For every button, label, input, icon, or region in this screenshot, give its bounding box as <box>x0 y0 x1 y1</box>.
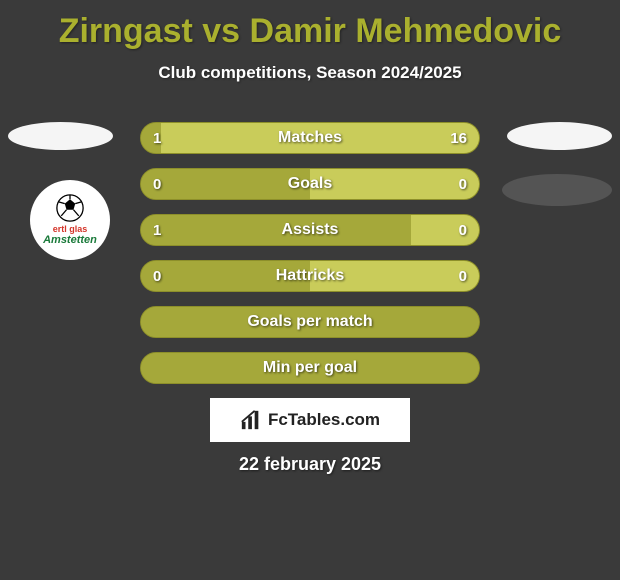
bar-row: Hattricks0 0 <box>140 260 480 292</box>
bar-row: Goals0 0 <box>140 168 480 200</box>
player-right-badge <box>507 122 612 150</box>
bar-value-right: 0 <box>447 169 479 199</box>
player-right-badge-secondary <box>502 174 612 206</box>
bar-row: Matches1 16 <box>140 122 480 154</box>
page-title: Zirngast vs Damir Mehmedovic <box>0 0 620 51</box>
bar-row: Goals per match <box>140 306 480 338</box>
bars-icon <box>240 409 262 431</box>
bar-label: Min per goal <box>141 353 479 383</box>
date-text: 22 february 2025 <box>0 454 620 475</box>
brand-text: FcTables.com <box>268 410 380 430</box>
bar-label: Goals <box>141 169 479 199</box>
bar-label: Goals per match <box>141 307 479 337</box>
bar-row: Assists1 0 <box>140 214 480 246</box>
soccer-ball-icon <box>56 194 84 222</box>
bar-row: Min per goal <box>140 352 480 384</box>
bar-value-left: 1 <box>141 123 173 153</box>
bar-value-left: 0 <box>141 261 173 291</box>
bar-value-left: 1 <box>141 215 173 245</box>
bar-label: Matches <box>141 123 479 153</box>
bar-value-right: 0 <box>447 261 479 291</box>
bar-value-right: 0 <box>447 215 479 245</box>
subtitle: Club competitions, Season 2024/2025 <box>0 63 620 83</box>
bar-label: Hattricks <box>141 261 479 291</box>
team-logo: ertl glas Amstetten <box>30 180 110 260</box>
bar-value-left: 0 <box>141 169 173 199</box>
brand-badge: FcTables.com <box>210 398 410 442</box>
bar-value-right: 16 <box>438 123 479 153</box>
bar-label: Assists <box>141 215 479 245</box>
player-left-badge <box>8 122 113 150</box>
comparison-bars: Matches116Goals00Assists10Hattricks00Goa… <box>140 122 480 398</box>
team-logo-text: ertl glas Amstetten <box>43 194 97 247</box>
